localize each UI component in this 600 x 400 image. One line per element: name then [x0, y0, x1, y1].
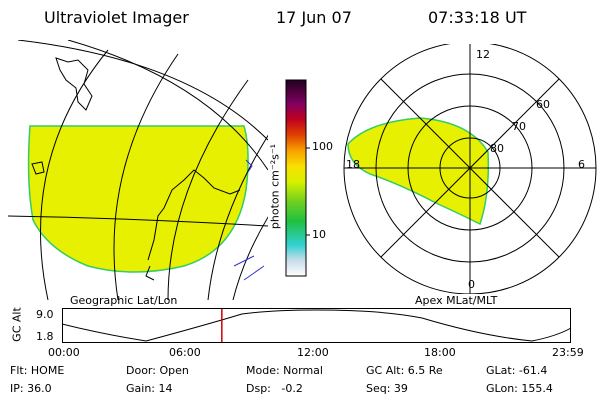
- mlat-label-80: 80: [490, 142, 504, 155]
- mlt-label-6: 6: [578, 158, 585, 171]
- aurora-swath-geographic: [27, 125, 249, 273]
- right-panel-caption: Apex MLat/MLT: [415, 294, 498, 307]
- status-ip: IP: 36.0: [10, 382, 52, 395]
- mlat-label-60: 60: [536, 98, 550, 111]
- altitude-plot: [62, 308, 572, 343]
- altitude-curve: [62, 309, 572, 342]
- altitude-ymax: 9.0: [36, 308, 54, 321]
- polar-plot: [343, 44, 597, 294]
- mlt-label-18: 18: [346, 158, 360, 171]
- mlat-label-70: 70: [512, 120, 526, 133]
- altitude-ylabel: GC Alt: [10, 307, 24, 342]
- status-door: Door: Open: [126, 364, 189, 377]
- time-tick-2359: 23:59: [552, 346, 584, 359]
- status-flight: Flt: HOME: [10, 364, 65, 377]
- date-label: 17 Jun 07: [276, 8, 352, 27]
- status-mode: Mode: Normal: [246, 364, 323, 377]
- mlt-label-12: 12: [476, 48, 490, 61]
- time-tick-0600: 06:00: [169, 346, 201, 359]
- colorbar-tick-100: 100: [312, 140, 333, 153]
- time-label: 07:33:18 UT: [428, 8, 527, 27]
- time-tick-1200: 12:00: [297, 346, 329, 359]
- colorbar-tick-10: 10: [312, 228, 326, 241]
- colorbar-unit-label: photon cm⁻²s⁻¹: [268, 143, 282, 230]
- altitude-ymin: 1.8: [36, 330, 54, 343]
- time-tick-1800: 18:00: [424, 346, 456, 359]
- app-title: Ultraviolet Imager: [44, 8, 189, 27]
- status-glat: GLat: -61.4: [486, 364, 548, 377]
- geographic-image: [8, 40, 268, 300]
- status-glon: GLon: 155.4: [486, 382, 553, 395]
- colorbar: [285, 79, 310, 277]
- status-dsp: Dsp: -0.2: [246, 382, 303, 395]
- colorbar-gradient: [285, 79, 307, 277]
- left-panel-caption: Geographic Lat/Lon: [70, 294, 178, 307]
- status-seq: Seq: 39: [366, 382, 408, 395]
- status-gain: Gain: 14: [126, 382, 173, 395]
- status-gc-alt: GC Alt: 6.5 Re: [366, 364, 443, 377]
- time-tick-0000: 00:00: [48, 346, 80, 359]
- mlt-label-0: 0: [468, 278, 475, 291]
